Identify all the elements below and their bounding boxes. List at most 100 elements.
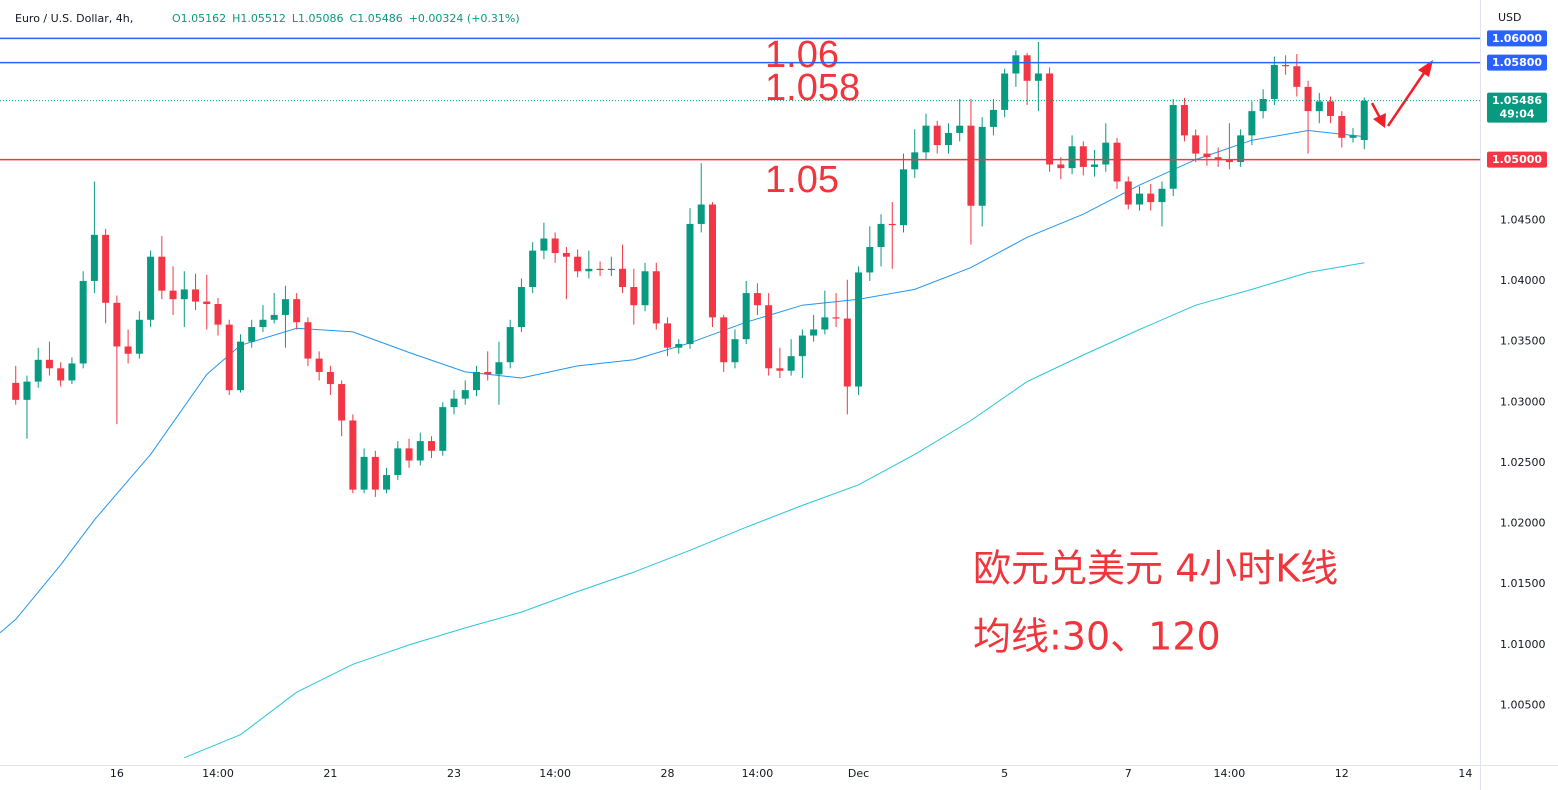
candle-body	[810, 329, 818, 336]
candle-body	[944, 132, 952, 146]
arrows	[1370, 60, 1433, 128]
candle-body	[664, 323, 672, 348]
candle-body	[506, 327, 514, 363]
candle-body	[326, 371, 334, 385]
candle-body	[450, 398, 458, 408]
legend-value: H1.05512	[232, 12, 286, 25]
candle-body	[1315, 101, 1323, 112]
annotation: 1.058	[765, 67, 860, 109]
arrow-head	[1373, 113, 1386, 128]
candle-body	[1169, 105, 1177, 189]
candle-body	[1180, 105, 1188, 136]
y-tick-label: 1.03000	[1500, 395, 1546, 408]
legend-value: O1.05162	[172, 12, 226, 25]
candle-body	[304, 322, 312, 359]
candle-body	[416, 441, 424, 461]
candle-body	[1237, 135, 1245, 163]
y-tick-label: 1.00500	[1500, 699, 1546, 712]
candle-body	[1113, 142, 1121, 182]
candle-body	[90, 234, 98, 281]
candle-body	[1259, 98, 1267, 112]
candle-body	[315, 358, 323, 372]
candle-body	[855, 272, 863, 387]
candle-body	[596, 268, 604, 271]
level-label: 1.05800	[1492, 56, 1542, 69]
candle-body	[574, 256, 582, 272]
candle-body	[619, 268, 627, 288]
candle-body	[472, 371, 480, 391]
y-tick-label: 1.02000	[1500, 517, 1546, 530]
moving-average-line	[0, 129, 1365, 634]
candle-body	[1091, 164, 1099, 167]
candle-body	[1214, 157, 1222, 160]
candle-body	[428, 441, 436, 451]
candle-body	[1012, 55, 1020, 74]
candle-body	[641, 271, 649, 306]
candle-body	[45, 359, 53, 369]
candle-body	[1034, 73, 1042, 81]
candle-body	[697, 204, 705, 224]
y-tick-label: 1.03500	[1500, 335, 1546, 348]
currency-label: USD	[1498, 11, 1522, 24]
candle-body	[180, 289, 188, 300]
candle-body	[540, 238, 548, 251]
candle-body	[147, 256, 155, 320]
moving-average-line	[184, 262, 1365, 759]
note: 欧元兑美元 4小时K线	[973, 547, 1338, 591]
candle-body	[742, 293, 750, 340]
candle-body	[1023, 55, 1031, 81]
annotation: 1.05	[765, 159, 839, 201]
candle-body	[765, 305, 773, 369]
level-label-box	[1487, 54, 1547, 71]
candle-body	[675, 344, 683, 348]
x-tick-label: 14:00	[742, 767, 774, 780]
x-tick-label: 14:00	[202, 767, 234, 780]
x-tick-label: 14:00	[539, 767, 571, 780]
candle-body	[529, 250, 537, 288]
candle-body	[1192, 135, 1200, 154]
arrow	[1386, 69, 1428, 127]
candle-body	[214, 304, 222, 325]
candle-body	[338, 384, 346, 421]
level-label: 1.06000	[1492, 32, 1542, 45]
y-tick-label: 1.04000	[1500, 274, 1546, 287]
candle-body	[1102, 142, 1110, 165]
candle-body	[270, 314, 278, 320]
candle-body	[630, 287, 638, 306]
candle-body	[248, 327, 256, 342]
arrow-head	[1418, 60, 1433, 77]
candle-body	[124, 346, 132, 354]
candle-body	[1270, 65, 1278, 99]
arrow	[1370, 102, 1382, 119]
candle-body	[1248, 111, 1256, 136]
candle-body	[349, 420, 357, 490]
symbol-title: Euro / U.S. Dollar, 4h,	[15, 12, 133, 25]
level-label: 1.05000	[1492, 153, 1542, 166]
candle-body	[1158, 188, 1166, 203]
candle-body	[23, 381, 31, 400]
level-label-box	[1487, 151, 1547, 168]
candle-body	[495, 362, 503, 375]
candle-body	[517, 287, 525, 328]
candle-body	[922, 125, 930, 153]
candle-body	[753, 293, 761, 306]
candle-body	[978, 126, 986, 206]
x-tick-label: 5	[1001, 767, 1008, 780]
candle-body	[1225, 159, 1233, 163]
x-tick-label: 16	[110, 767, 124, 780]
candle-body	[113, 302, 121, 347]
x-tick-label: 12	[1335, 767, 1349, 780]
candle-body	[1349, 135, 1357, 138]
candle-body	[68, 363, 76, 381]
y-tick-label: 1.01500	[1500, 577, 1546, 590]
last-price-label: 1.05486	[1492, 94, 1542, 107]
x-tick-label: 23	[447, 767, 461, 780]
candle-body	[866, 246, 874, 273]
level-label-box	[1487, 30, 1547, 47]
candle-body	[562, 253, 570, 257]
candle-body	[821, 317, 829, 330]
x-tick-label: 21	[323, 767, 337, 780]
candle-body	[843, 318, 851, 387]
